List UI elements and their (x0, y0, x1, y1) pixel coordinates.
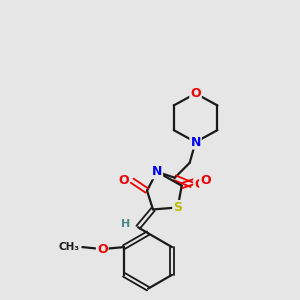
Text: O: O (200, 174, 211, 187)
Text: O: O (118, 174, 129, 187)
Text: S: S (173, 201, 182, 214)
Text: O: O (97, 243, 107, 256)
Text: O: O (194, 178, 205, 191)
Text: CH₃: CH₃ (58, 242, 80, 252)
Text: N: N (152, 165, 162, 178)
Text: N: N (190, 136, 201, 148)
Text: H: H (121, 219, 130, 229)
Text: O: O (190, 87, 201, 100)
